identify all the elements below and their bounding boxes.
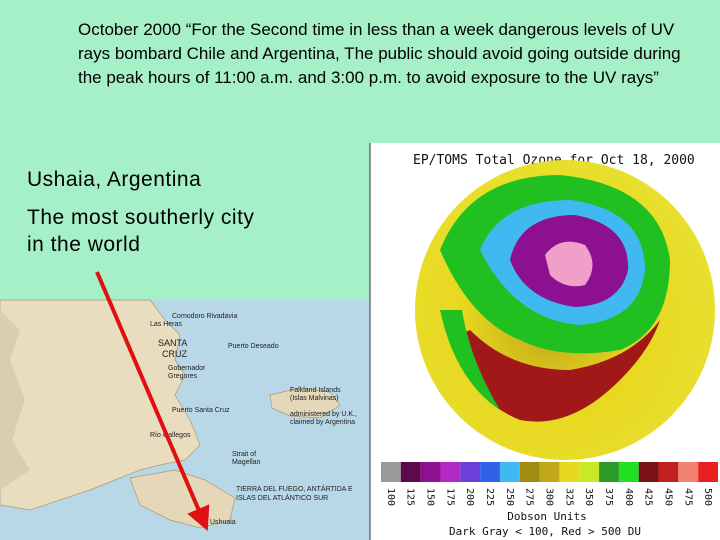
map-label: Comodoro Rivadavia [172, 313, 237, 320]
map-label: Gregores [168, 373, 198, 380]
map-label: Magellan [232, 459, 261, 466]
color-cell [559, 462, 580, 482]
color-cell [678, 462, 699, 482]
scale-label: 125 [405, 488, 416, 506]
map-label: administered by U.K., [290, 411, 357, 418]
color-cell [420, 462, 441, 482]
color-cell [539, 462, 560, 482]
scale-label: 475 [682, 488, 693, 506]
scale-label: 425 [643, 488, 654, 506]
globe-band [440, 310, 500, 410]
scale-label: 400 [623, 488, 634, 506]
map-label: Ushuaia [210, 519, 236, 526]
color-cell [519, 462, 540, 482]
color-cell [480, 462, 500, 482]
location-title: Ushaia, Argentina [27, 168, 202, 191]
scale-label: 275 [524, 488, 535, 506]
color-cell [618, 462, 639, 482]
colorbar: 100 125 150 175 200 225 250 275 300 325 350 375 400 4… [381, 462, 718, 506]
color-cell [400, 462, 421, 482]
land [0, 299, 201, 511]
land-west [0, 310, 30, 490]
caption-line: in the world [27, 233, 141, 256]
color-cell [638, 462, 659, 482]
map-label: Gobernador [168, 365, 206, 372]
scale-label: 200 [464, 488, 475, 506]
map-label: SANTA [158, 338, 187, 348]
scale-label: 100 [385, 488, 396, 506]
map: Comodoro Rivadavia Las Heras SANTA CRUZ … [0, 299, 370, 540]
color-cell [381, 462, 401, 482]
color-cell [440, 462, 461, 482]
scale-label: 450 [662, 488, 673, 506]
scale-label: 175 [444, 488, 455, 506]
scale-label: 225 [484, 488, 495, 506]
map-label: Strait of [232, 451, 256, 458]
scale-label: 250 [504, 488, 515, 506]
map-label: Falkland Islands [290, 387, 341, 394]
color-cell [658, 462, 679, 482]
color-cell [460, 462, 481, 482]
globe-band [545, 241, 593, 287]
units: Dobson Units [507, 510, 586, 523]
scale-label: 500 [702, 488, 713, 506]
quote: October 2000 “For the Second time in les… [78, 20, 681, 87]
scale-label: 300 [544, 488, 555, 506]
caption-line: The most southerly city [27, 206, 255, 229]
scale-label: 150 [425, 488, 436, 506]
map-label: claimed by Argentina [290, 419, 355, 426]
map-label: TIERRA DEL FUEGO, ANTÁRTIDA E [236, 484, 353, 493]
arrow [95, 271, 210, 532]
map-label: Río Gallegos [150, 432, 191, 439]
ozone-image: EP/TOMS Total Ozone for Oct 18, 2000 100… [370, 143, 720, 540]
scale-label: 350 [583, 488, 594, 506]
globe-band [450, 320, 660, 422]
color-cell [499, 462, 520, 482]
color-cell [599, 462, 619, 482]
falklands [269, 387, 341, 419]
map-label: Puerto Deseado [228, 343, 279, 350]
scale-label: 325 [563, 488, 574, 506]
location-block: Ushaia, Argentina The most southerly cit… [27, 168, 254, 258]
map-label: (Islas Malvinas) [290, 395, 339, 402]
map-label: Puerto Santa Cruz [172, 407, 230, 414]
map-label: Las Heras [150, 321, 182, 328]
scale-label: 375 [603, 488, 614, 506]
map-label: CRUZ [162, 349, 187, 359]
note: Dark Gray < 100, Red > 500 DU [449, 525, 641, 538]
color-cell [698, 462, 718, 482]
map-label: ISLAS DEL ATLÁNTICO SUR [236, 493, 328, 502]
color-cell [579, 462, 600, 482]
